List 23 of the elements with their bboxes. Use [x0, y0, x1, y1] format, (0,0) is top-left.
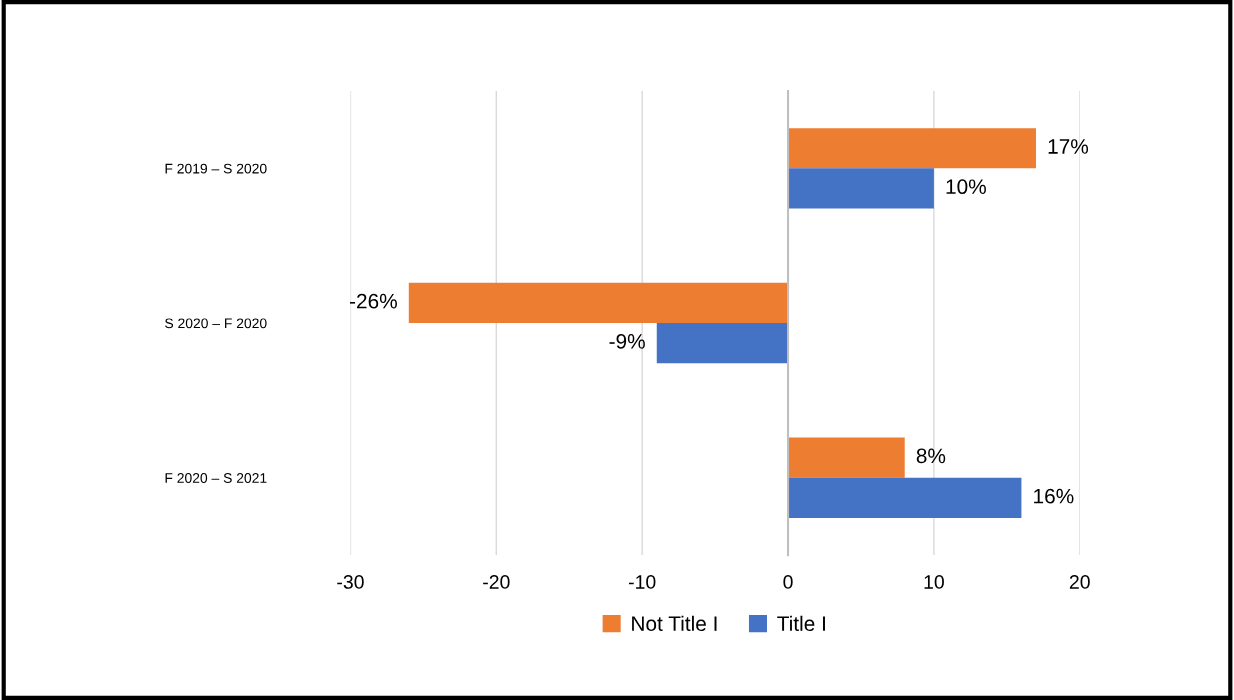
x-tick-label: -10	[628, 575, 656, 589]
data-label: -26%	[349, 293, 397, 309]
y-tick-label: F 2019 – S 2020	[165, 163, 267, 174]
data-label: 16%	[1034, 488, 1074, 504]
bar	[656, 323, 789, 364]
legend-label: Not Title I	[632, 615, 717, 632]
x-tick-label: -30	[337, 575, 364, 589]
bar	[788, 168, 934, 209]
data-label: 8%	[916, 448, 946, 464]
x-tick-label: -20	[483, 575, 510, 589]
x-tick-label: 20	[1069, 575, 1090, 589]
x-tick-label: 10	[924, 575, 944, 589]
bar	[788, 437, 905, 478]
data-label: 10%	[946, 179, 986, 195]
y-tick-label: S 2020 – F 2020	[165, 318, 267, 329]
y-tick-label: F 2020 – S 2021	[165, 473, 267, 483]
legend-label: Title I	[777, 615, 825, 632]
x-tick-label: 0	[783, 575, 793, 589]
bar	[788, 128, 1036, 169]
data-label: 17%	[1048, 139, 1089, 154]
bar	[788, 477, 1022, 518]
data-label: -9%	[609, 334, 645, 349]
bar	[408, 282, 789, 324]
